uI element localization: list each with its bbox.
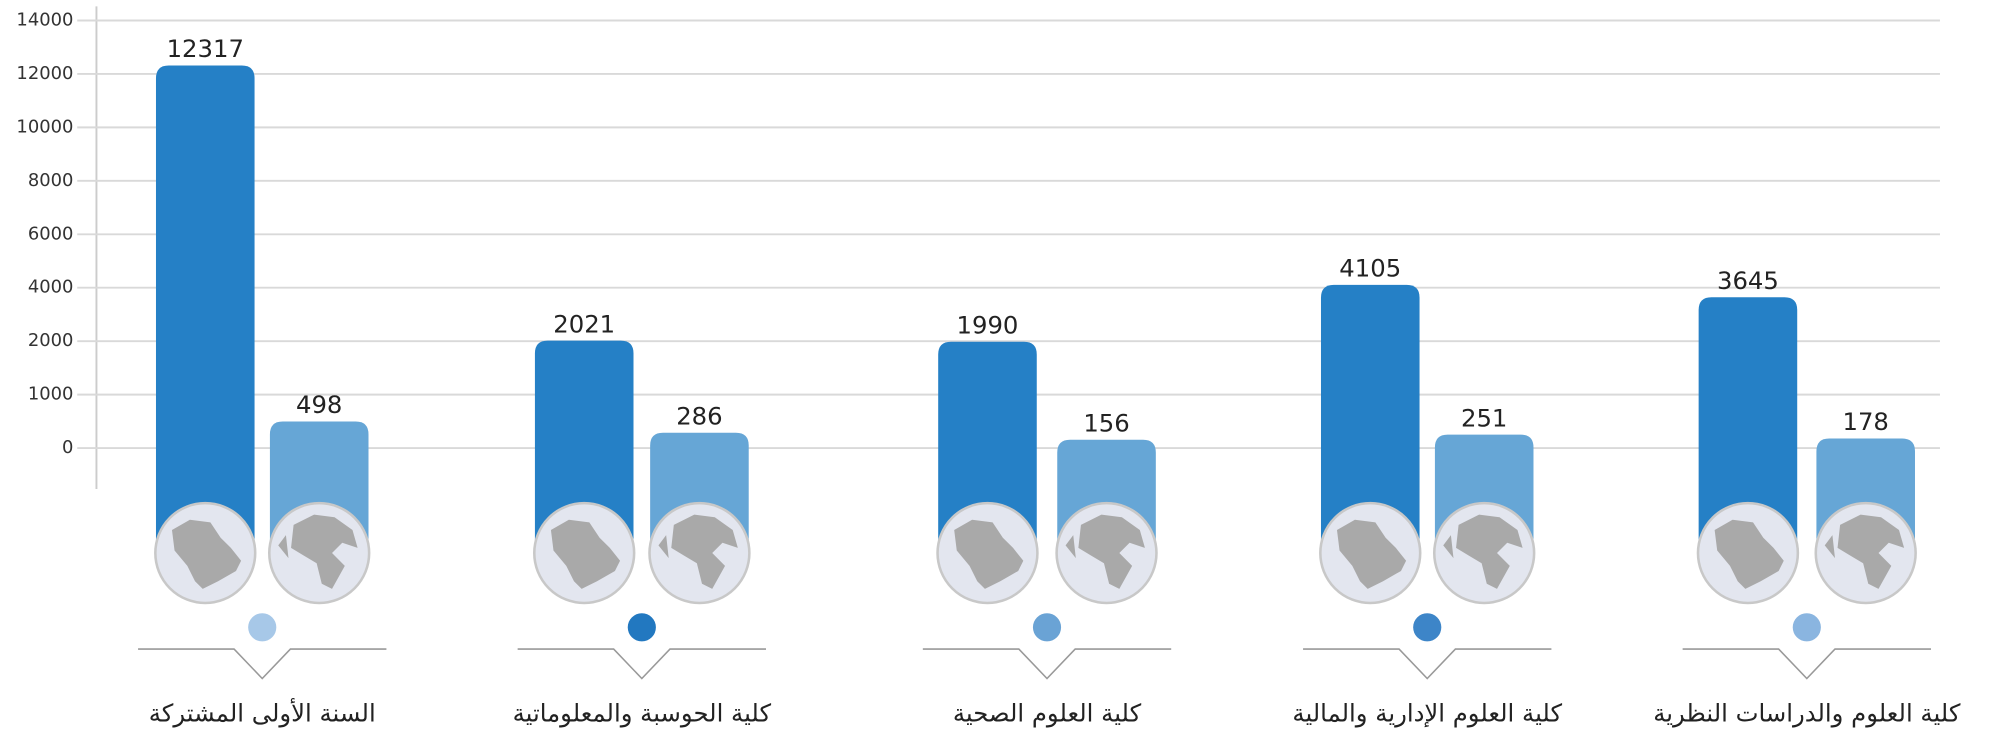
value-label: 156 [1083,408,1129,437]
globe-icon [1055,501,1158,605]
chevron [1682,648,1931,680]
chevron [922,648,1172,680]
x-tick-label: السنة الأولى المشتركة [149,698,376,727]
globe-icon [533,501,636,605]
globe-icon [1432,501,1536,605]
value-label: 2021 [553,309,615,338]
y-tick-label: 0 [62,437,73,458]
dot [1032,613,1062,642]
globe-icon [267,501,371,605]
y-tick-label: 8000 [28,170,74,191]
globe-icon [936,501,1039,605]
bar [938,341,1037,554]
globe-land [1065,514,1145,589]
globe-icon [1814,501,1917,605]
globe-land [171,519,242,589]
y-tick-label: 10000 [16,116,73,137]
globe-icon [1319,501,1422,605]
dot [627,613,656,642]
y-tick-label: 6000 [28,223,74,244]
y-tick-label: 4000 [28,277,74,298]
x-tick-label: كلية العلوم الإدارية والمالية [1292,698,1562,727]
globe-land [1443,514,1523,589]
dot [1792,613,1821,642]
x-tick-label: كلية الحوسبة والمعلوماتية [513,698,772,727]
globe-land [658,514,738,589]
value-label: 498 [296,390,342,419]
value-label: 12317 [167,34,244,63]
value-label: 251 [1461,403,1507,432]
globe-land [1336,519,1407,589]
chevron [517,648,767,680]
bar [1320,284,1420,554]
y-tick-label: 14000 [16,9,73,30]
globe-icon [154,501,257,605]
value-label: 1990 [957,310,1019,339]
bar [534,340,634,554]
y-tick-label: 12000 [16,63,73,84]
globe-land [1714,519,1784,589]
dot [248,613,277,642]
x-tick-label: كلية العلوم والدراسات النظرية [1653,698,1961,727]
y-tick-label: 1000 [28,384,74,405]
globe-land [550,519,621,589]
x-tick-label: كلية العلوم الصحية [953,698,1142,727]
y-tick-label: 2000 [28,330,74,351]
globe-icon [648,501,751,605]
value-label: 3645 [1717,266,1779,295]
globe-land [278,514,358,589]
globe-icon [1696,501,1800,605]
value-label: 178 [1842,407,1888,436]
globe-land [1824,514,1905,589]
value-label: 286 [676,401,722,430]
globe-land [954,519,1024,589]
chevron [1303,648,1552,680]
value-label: 4105 [1339,254,1401,283]
chevron [138,648,387,680]
bar [1698,297,1798,554]
dot [1413,613,1442,642]
bar [155,65,255,554]
